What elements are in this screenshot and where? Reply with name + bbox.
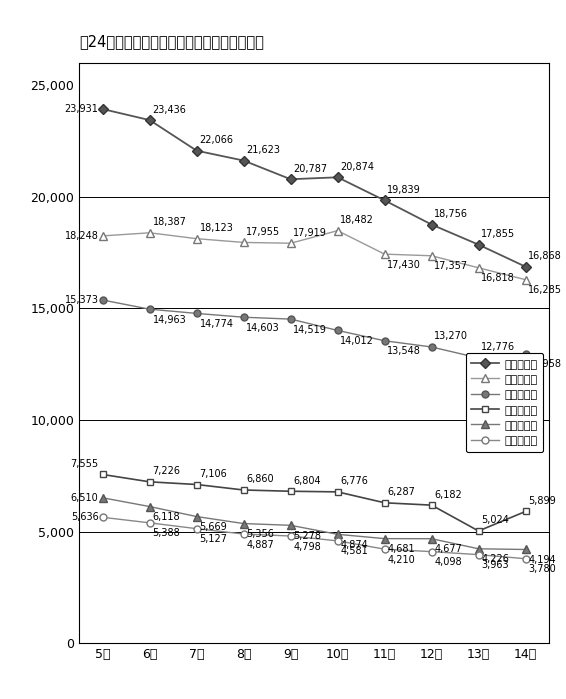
Text: 5,278: 5,278 bbox=[293, 531, 321, 541]
Text: 12,776: 12,776 bbox=[481, 343, 516, 352]
Text: 17,430: 17,430 bbox=[387, 260, 421, 270]
Text: 19,839: 19,839 bbox=[387, 185, 421, 195]
Text: 18,123: 18,123 bbox=[199, 223, 233, 233]
Text: 4,194: 4,194 bbox=[528, 555, 556, 565]
Text: 5,899: 5,899 bbox=[528, 496, 556, 506]
Text: 13,548: 13,548 bbox=[387, 346, 421, 356]
Text: 16,285: 16,285 bbox=[528, 285, 562, 295]
Text: 3,780: 3,780 bbox=[528, 564, 556, 575]
Text: 5,388: 5,388 bbox=[152, 528, 180, 538]
Text: 21,623: 21,623 bbox=[246, 145, 280, 155]
Text: 20,787: 20,787 bbox=[293, 164, 328, 173]
Text: 7,555: 7,555 bbox=[70, 459, 98, 469]
Text: 5,127: 5,127 bbox=[199, 534, 228, 545]
Text: 6,182: 6,182 bbox=[434, 489, 462, 500]
Legend: 県　北　部, 宮崎東諸県, 都城北諸県, 西都・児湯, 日南・串間, 小林西諸県: 県 北 部, 宮崎東諸県, 都城北諸県, 西都・児湯, 日南・串間, 小林西諸県 bbox=[466, 353, 543, 452]
Text: 4,581: 4,581 bbox=[340, 547, 368, 556]
Text: 4,677: 4,677 bbox=[434, 545, 462, 554]
Text: 6,510: 6,510 bbox=[71, 493, 98, 503]
Text: 6,287: 6,287 bbox=[387, 487, 415, 497]
Text: 14,012: 14,012 bbox=[340, 336, 374, 346]
Text: 16,868: 16,868 bbox=[528, 251, 562, 261]
Text: 4,098: 4,098 bbox=[434, 557, 462, 567]
Text: 23,436: 23,436 bbox=[152, 105, 186, 115]
Text: 18,756: 18,756 bbox=[434, 209, 468, 219]
Text: 18,387: 18,387 bbox=[152, 217, 186, 227]
Text: 14,603: 14,603 bbox=[246, 323, 280, 333]
Text: 14,963: 14,963 bbox=[152, 315, 186, 325]
Text: 17,855: 17,855 bbox=[481, 229, 516, 239]
Text: 4,798: 4,798 bbox=[293, 542, 321, 552]
Text: 18,482: 18,482 bbox=[340, 215, 374, 225]
Text: 22,066: 22,066 bbox=[199, 135, 233, 145]
Text: 20,874: 20,874 bbox=[340, 161, 374, 172]
Text: 4,226: 4,226 bbox=[481, 554, 509, 564]
Text: 7,226: 7,226 bbox=[152, 466, 181, 476]
Text: 18,248: 18,248 bbox=[65, 231, 98, 241]
Text: 23,931: 23,931 bbox=[65, 104, 98, 114]
Text: 4,210: 4,210 bbox=[387, 555, 415, 565]
Text: 5,669: 5,669 bbox=[199, 522, 227, 532]
Text: 6,860: 6,860 bbox=[246, 475, 274, 484]
Text: 13,270: 13,270 bbox=[434, 331, 468, 341]
Text: 4,874: 4,874 bbox=[340, 540, 368, 550]
Text: 17,955: 17,955 bbox=[246, 227, 281, 237]
Text: 17,357: 17,357 bbox=[434, 261, 469, 271]
Text: 4,681: 4,681 bbox=[387, 545, 415, 554]
Text: 5,024: 5,024 bbox=[481, 515, 509, 526]
Text: 5,636: 5,636 bbox=[71, 512, 98, 522]
Text: 12,958: 12,958 bbox=[528, 359, 562, 370]
Text: 17,919: 17,919 bbox=[293, 228, 327, 238]
Text: 16,818: 16,818 bbox=[481, 273, 515, 283]
Text: 6,776: 6,776 bbox=[340, 476, 368, 487]
Text: 4,887: 4,887 bbox=[246, 540, 274, 549]
Text: 囲24　広域市町村別の年次別従業者数（人）: 囲24 広域市町村別の年次別従業者数（人） bbox=[79, 34, 264, 49]
Text: 14,519: 14,519 bbox=[293, 324, 327, 335]
Text: 5,356: 5,356 bbox=[246, 529, 275, 539]
Text: 6,118: 6,118 bbox=[152, 512, 180, 522]
Text: 7,106: 7,106 bbox=[199, 469, 227, 479]
Text: 15,373: 15,373 bbox=[65, 295, 98, 305]
Text: 3,963: 3,963 bbox=[481, 560, 509, 570]
Text: 14,774: 14,774 bbox=[199, 319, 233, 329]
Text: 6,804: 6,804 bbox=[293, 476, 321, 486]
